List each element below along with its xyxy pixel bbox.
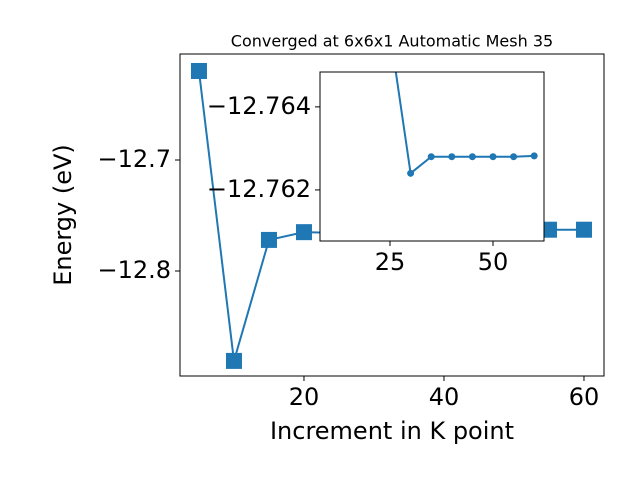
marker xyxy=(190,62,207,79)
marker xyxy=(530,152,538,160)
plot-clip xyxy=(394,72,538,177)
y-tick-label: −12.762 xyxy=(207,175,311,203)
x-axis-label: Increment in K point xyxy=(270,417,514,445)
chart-title: Converged at 6x6x1 Automatic Mesh 35 xyxy=(231,32,553,51)
x-tick-label: 20 xyxy=(289,383,320,411)
marker xyxy=(575,221,592,238)
marker xyxy=(448,153,456,161)
x-tick-label: 40 xyxy=(429,383,460,411)
x-tick-label: 60 xyxy=(569,383,600,411)
marker xyxy=(510,153,518,161)
y-tick-label: −12.7 xyxy=(97,145,171,173)
x-tick-label: 50 xyxy=(478,248,509,276)
marker xyxy=(468,153,476,161)
marker xyxy=(225,352,242,369)
y-tick-label: −12.764 xyxy=(207,92,311,120)
marker xyxy=(295,224,312,241)
axes-frame xyxy=(319,71,545,242)
marker xyxy=(489,153,497,161)
axes-frame xyxy=(179,53,605,377)
marker xyxy=(427,153,435,161)
marker xyxy=(260,231,277,248)
marker xyxy=(540,221,557,238)
x-tick-label: 25 xyxy=(375,248,406,276)
y-tick-label: −12.8 xyxy=(97,256,171,284)
marker xyxy=(407,169,415,177)
y-axis-label: Energy (eV) xyxy=(49,144,77,286)
